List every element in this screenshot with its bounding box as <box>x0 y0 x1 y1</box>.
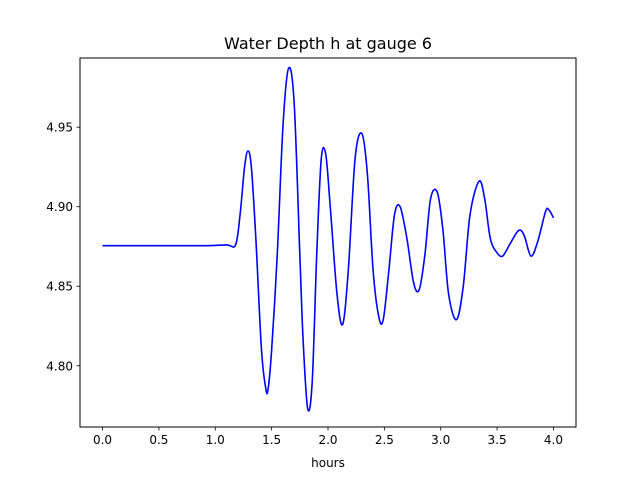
plot-frame <box>79 57 577 428</box>
x-axis-label: hours <box>311 456 345 470</box>
x-tick-label: 4.0 <box>544 433 563 447</box>
x-tick-label: 2.0 <box>318 433 337 447</box>
y-tick-label: 4.90 <box>46 200 73 214</box>
x-tick-label: 1.5 <box>262 433 281 447</box>
x-tick-label: 2.5 <box>375 433 394 447</box>
plot-area: 0.0 0.5 1.0 1.5 2.0 2.5 3.0 3.5 4.0 4.80 4.85 4.90 4… <box>46 57 577 447</box>
series-line-0 <box>102 66 555 412</box>
x-tick-label: 3.5 <box>488 433 507 447</box>
x-tick-label: 3.0 <box>431 433 450 447</box>
x-tick-label: 0.5 <box>149 433 168 447</box>
y-tick-label: 4.95 <box>46 121 73 135</box>
chart-title: Water Depth h at gauge 6 <box>224 34 432 53</box>
x-tick-label: 1.0 <box>206 433 225 447</box>
y-tick-label: 4.80 <box>46 359 73 373</box>
y-tick-label: 4.85 <box>46 280 73 294</box>
x-tick-label: 0.0 <box>93 433 112 447</box>
